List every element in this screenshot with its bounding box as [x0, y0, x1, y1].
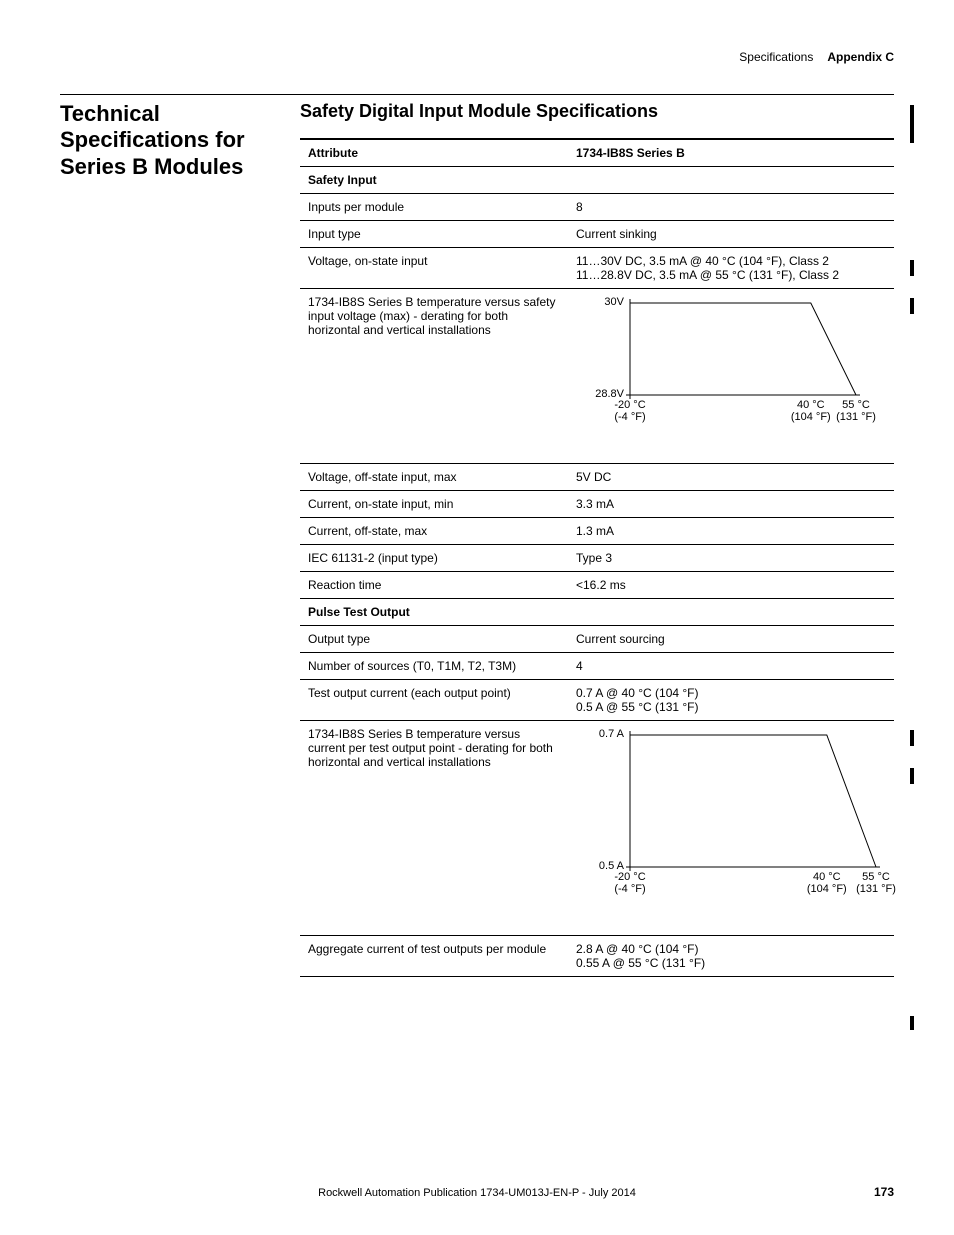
- table-cell: Voltage, off-state input, max: [300, 464, 568, 491]
- section-safety-input: Safety Input: [300, 167, 894, 194]
- table-cell: Current sinking: [568, 221, 894, 248]
- table-cell: Current sourcing: [568, 626, 894, 653]
- change-bar: [910, 730, 914, 746]
- table-cell: Input type: [300, 221, 568, 248]
- table-cell: Inputs per module: [300, 194, 568, 221]
- section-title: Technical Specifications for Series B Mo…: [60, 101, 270, 180]
- table-cell: Reaction time: [300, 572, 568, 599]
- table-cell: Current, on-state input, min: [300, 491, 568, 518]
- table-cell: 11…30V DC, 3.5 mA @ 40 °C (104 °F), Clas…: [568, 248, 894, 289]
- derating-chart-current: 0.7 A0.5 A-20 °C(-4 °F)40 °C(104 °F)55 °…: [568, 721, 894, 936]
- page-number: 173: [874, 1185, 894, 1199]
- derating-chart-voltage: 30V28.8V-20 °C(-4 °F)40 °C(104 °F)55 °C(…: [568, 289, 894, 464]
- table-cell: Aggregate current of test outputs per mo…: [300, 936, 568, 977]
- chart-x-label: 55 °C(131 °F): [846, 871, 906, 895]
- chart-y-label: 0.7 A: [586, 728, 624, 740]
- table-cell: 1734-IB8S Series B temperature versus sa…: [300, 289, 568, 464]
- section-pulse-test: Pulse Test Output: [300, 599, 894, 626]
- table-cell: IEC 61131-2 (input type): [300, 545, 568, 572]
- header-chapter: Appendix C: [827, 50, 894, 64]
- table-cell: Number of sources (T0, T1M, T2, T3M): [300, 653, 568, 680]
- footer-publication: Rockwell Automation Publication 1734-UM0…: [0, 1187, 954, 1199]
- table-cell: 2.8 A @ 40 °C (104 °F) 0.55 A @ 55 °C (1…: [568, 936, 894, 977]
- chart-y-label: 30V: [586, 296, 624, 308]
- table-cell: Test output current (each output point): [300, 680, 568, 721]
- header-spec: Specifications: [739, 50, 813, 64]
- table-cell: <16.2 ms: [568, 572, 894, 599]
- chart-x-label: -20 °C(-4 °F): [600, 871, 660, 895]
- table-cell: 1734-IB8S Series B temperature versus cu…: [300, 721, 568, 936]
- table-cell: 0.7 A @ 40 °C (104 °F) 0.5 A @ 55 °C (13…: [568, 680, 894, 721]
- change-bar: [910, 298, 914, 314]
- change-bar: [910, 260, 914, 276]
- chart-x-label: -20 °C(-4 °F): [600, 399, 660, 423]
- subsection-title: Safety Digital Input Module Specificatio…: [300, 101, 894, 122]
- col-attribute: Attribute: [300, 139, 568, 167]
- change-bar: [910, 768, 914, 784]
- change-bar: [910, 1016, 914, 1030]
- spec-table: Attribute 1734-IB8S Series B Safety Inpu…: [300, 138, 894, 977]
- chart-x-label: 55 °C(131 °F): [826, 399, 886, 423]
- change-bar: [910, 105, 914, 143]
- col-value: 1734-IB8S Series B: [568, 139, 894, 167]
- table-cell: Voltage, on-state input: [300, 248, 568, 289]
- page-header: Specifications Appendix C: [60, 50, 894, 64]
- table-cell: Type 3: [568, 545, 894, 572]
- table-cell: 3.3 mA: [568, 491, 894, 518]
- table-cell: 4: [568, 653, 894, 680]
- table-cell: 5V DC: [568, 464, 894, 491]
- table-cell: Output type: [300, 626, 568, 653]
- table-cell: Current, off-state, max: [300, 518, 568, 545]
- table-cell: 1.3 mA: [568, 518, 894, 545]
- table-cell: 8: [568, 194, 894, 221]
- header-rule: [60, 94, 894, 95]
